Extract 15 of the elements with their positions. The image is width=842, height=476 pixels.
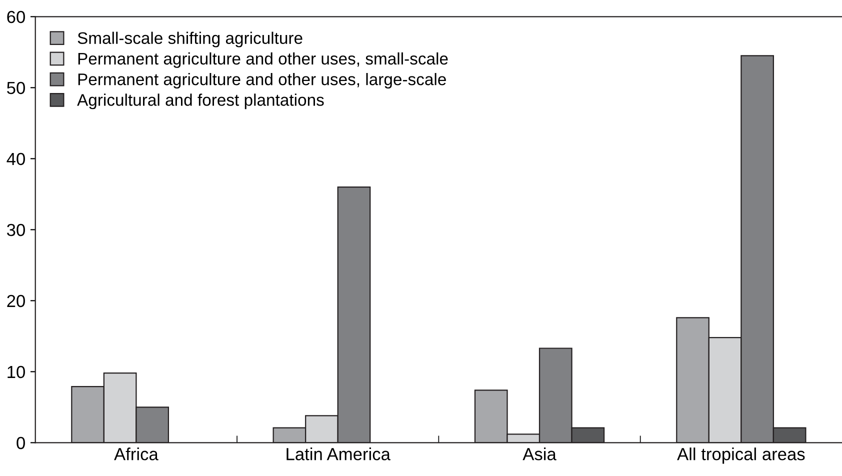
y-tick-label: 10 [8, 366, 25, 378]
y-tick-label: 20 [7, 294, 25, 308]
y-tick-label: 50 [7, 82, 25, 94]
y-tick-label: 60 [7, 10, 25, 24]
x-tick-label: Asia [522, 448, 556, 460]
y-tick-label: 0 [16, 436, 25, 450]
x-tick-label: Latin America [286, 448, 390, 460]
y-tick-label: 40 [6, 152, 25, 166]
legend-label: Small-scale shifting agriculture [78, 32, 302, 48]
legend-label: Permanent agriculture and other uses, small-scale [78, 52, 448, 68]
legend-label: Agricultural and forest plantations [77, 94, 324, 110]
x-tick-label: Africa [114, 448, 158, 460]
y-tick-label: 30 [6, 224, 25, 236]
x-tick-label: All tropical areas [677, 448, 805, 464]
legend-label: Permanent agriculture and other uses, large-scale [78, 73, 446, 89]
